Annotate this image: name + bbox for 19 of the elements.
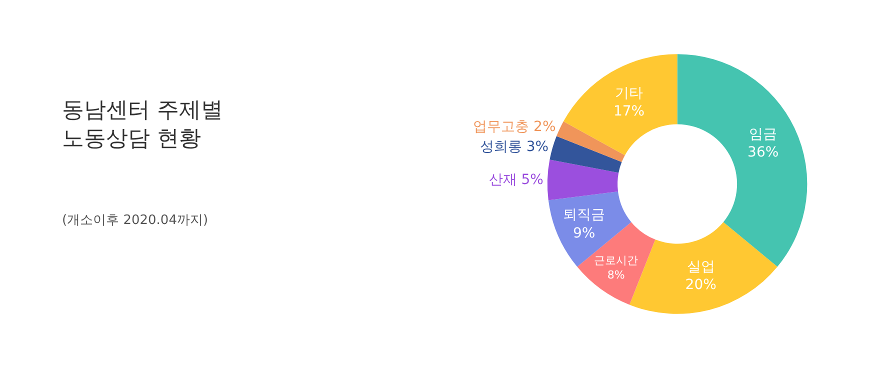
data-label: 17% [613, 103, 645, 120]
donut-slice [556, 121, 625, 162]
slice-label: 근로시간 [594, 254, 638, 268]
slice-label: 업무고충 2% [473, 119, 556, 136]
data-label: 20% [685, 276, 716, 293]
donut-slice [547, 160, 619, 200]
slice-label: 성희롱 3% [480, 139, 549, 156]
slice-label: 기타 [615, 85, 644, 102]
text: (개소이후 2020.04까지) [62, 213, 208, 228]
slice-label: 임금 [749, 126, 778, 143]
data-label: 36% [748, 144, 779, 161]
donut-slice [563, 54, 678, 156]
donut-slice [550, 136, 622, 173]
slice-label: 실업 [686, 258, 715, 275]
slice-label: 퇴직금 [563, 207, 606, 224]
text: 동남센터 주제별 노동상담 현황 [62, 98, 223, 152]
slice-label: 산재 5% [488, 172, 544, 188]
data-label: 9% [572, 225, 596, 242]
data-label: 8% [607, 268, 625, 282]
